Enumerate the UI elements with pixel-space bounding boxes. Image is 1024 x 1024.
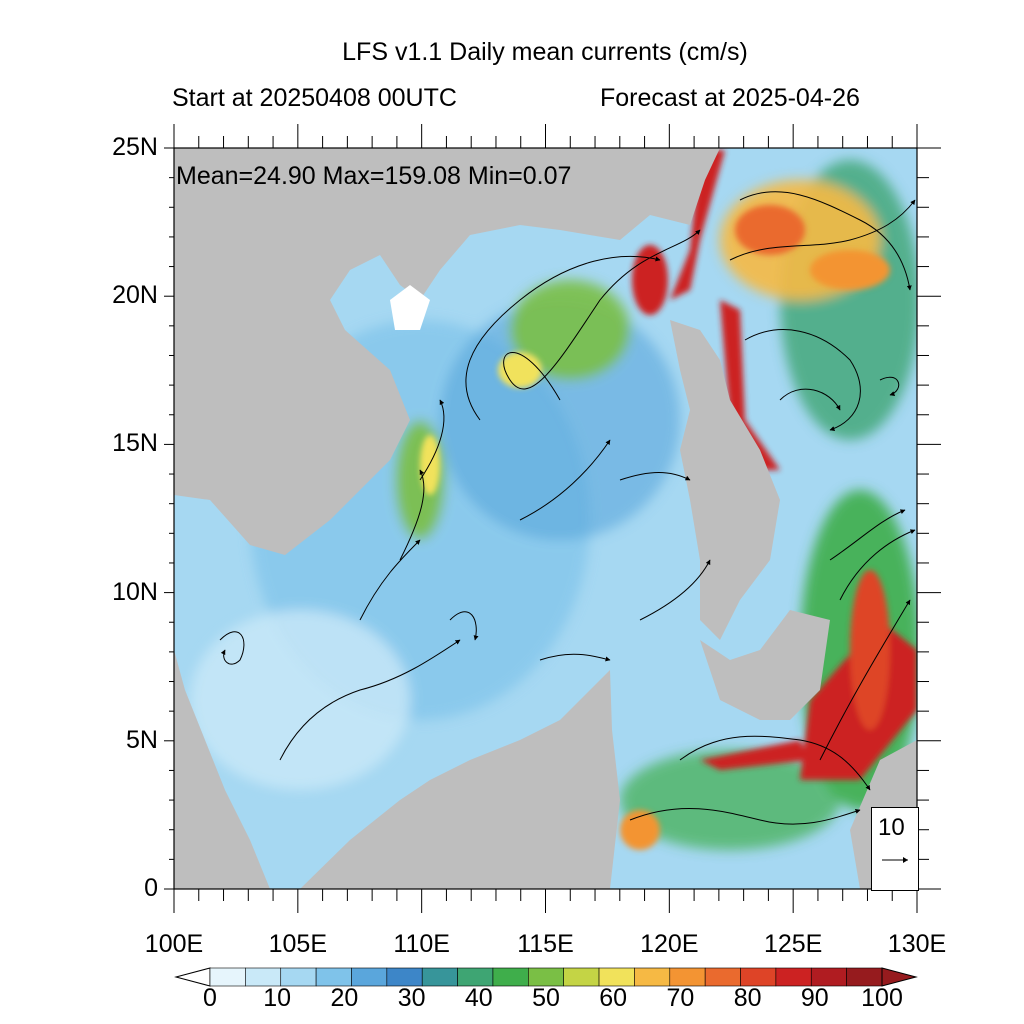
colorbar-label: 0: [203, 984, 217, 1012]
lon-label: 115E: [517, 930, 574, 958]
lat-label: 20N: [112, 281, 158, 310]
reference-vector-arrow: [882, 857, 908, 863]
colorbar-label: 80: [733, 984, 762, 1012]
colorbar-label: 90: [800, 984, 829, 1012]
lon-label: 130E: [887, 930, 947, 958]
colorbar-label: 50: [532, 984, 560, 1012]
lon-label: 120E: [640, 930, 699, 958]
colorbar-label: 100: [861, 984, 903, 1012]
lat-label: 25N: [112, 133, 158, 161]
map-plot-area: [174, 148, 917, 889]
colorbar-label: 60: [599, 984, 628, 1012]
colorbar-label: 20: [330, 984, 359, 1012]
lon-label: 100E: [144, 930, 204, 958]
lat-label: 15N: [112, 429, 158, 458]
colorbar-label: 10: [263, 984, 292, 1012]
lat-label: 0: [144, 874, 158, 902]
reference-vector-value: 10: [878, 814, 905, 841]
lon-label: 125E: [763, 930, 823, 958]
forecast-time-label: Forecast at 2025-04-26: [600, 84, 860, 112]
colorbar-label: 30: [397, 984, 426, 1012]
colorbar-over-triangle: [881, 967, 918, 987]
current-streamlines: [219, 191, 916, 825]
lat-label: 10N: [112, 577, 158, 606]
colorbar: [174, 967, 918, 987]
lon-label: 105E: [268, 930, 328, 958]
colorbar-label: 40: [464, 984, 493, 1012]
longitude-ticks: [173, 124, 918, 913]
lon-label: 110E: [393, 930, 450, 958]
latitude-ticks: [164, 147, 941, 890]
map-title: LFS v1.1 Daily mean currents (cm/s): [342, 38, 748, 66]
land-areas: [174, 148, 917, 889]
statistics-label: Mean=24.90 Max=159.08 Min=0.07: [176, 162, 572, 190]
lat-label: 5N: [126, 725, 158, 754]
reference-vector-box: 10: [871, 807, 919, 891]
colorbar-label: 70: [666, 984, 695, 1012]
start-time-label: Start at 20250408 00UTC: [172, 84, 457, 112]
